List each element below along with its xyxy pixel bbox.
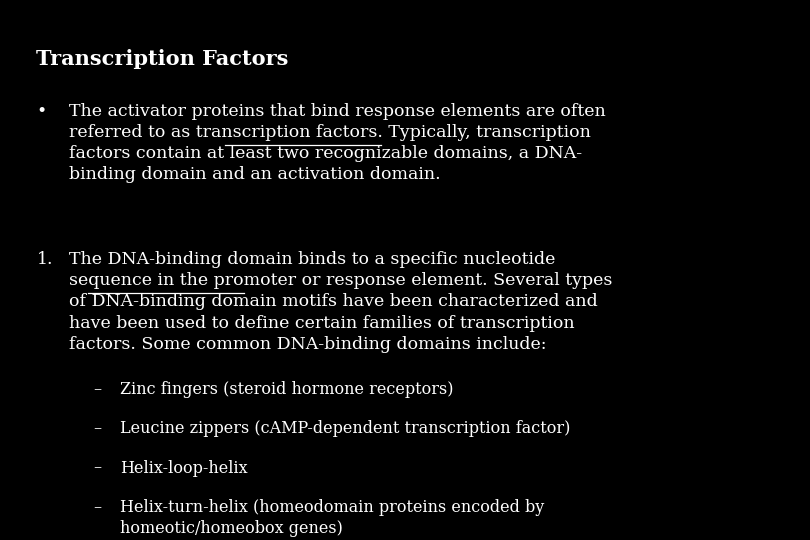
Text: The DNA-binding domain binds to a specific nucleotide
sequence in the promoter o: The DNA-binding domain binds to a specif… xyxy=(69,251,612,353)
Text: Helix-loop-helix: Helix-loop-helix xyxy=(120,460,248,476)
Text: –: – xyxy=(93,460,101,476)
Text: Transcription Factors: Transcription Factors xyxy=(36,49,289,69)
Text: •: • xyxy=(36,103,47,119)
Text: –: – xyxy=(93,381,101,397)
Text: –: – xyxy=(93,499,101,516)
Text: 1.: 1. xyxy=(36,251,53,268)
Text: –: – xyxy=(93,420,101,437)
Text: Leucine zippers (cAMP-dependent transcription factor): Leucine zippers (cAMP-dependent transcri… xyxy=(120,420,570,437)
Text: Helix-turn-helix (homeodomain proteins encoded by
homeotic/homeobox genes): Helix-turn-helix (homeodomain proteins e… xyxy=(120,499,544,537)
Text: The activator proteins that bind response elements are often
referred to as tran: The activator proteins that bind respons… xyxy=(69,103,606,183)
Text: Zinc fingers (steroid hormone receptors): Zinc fingers (steroid hormone receptors) xyxy=(120,381,454,397)
